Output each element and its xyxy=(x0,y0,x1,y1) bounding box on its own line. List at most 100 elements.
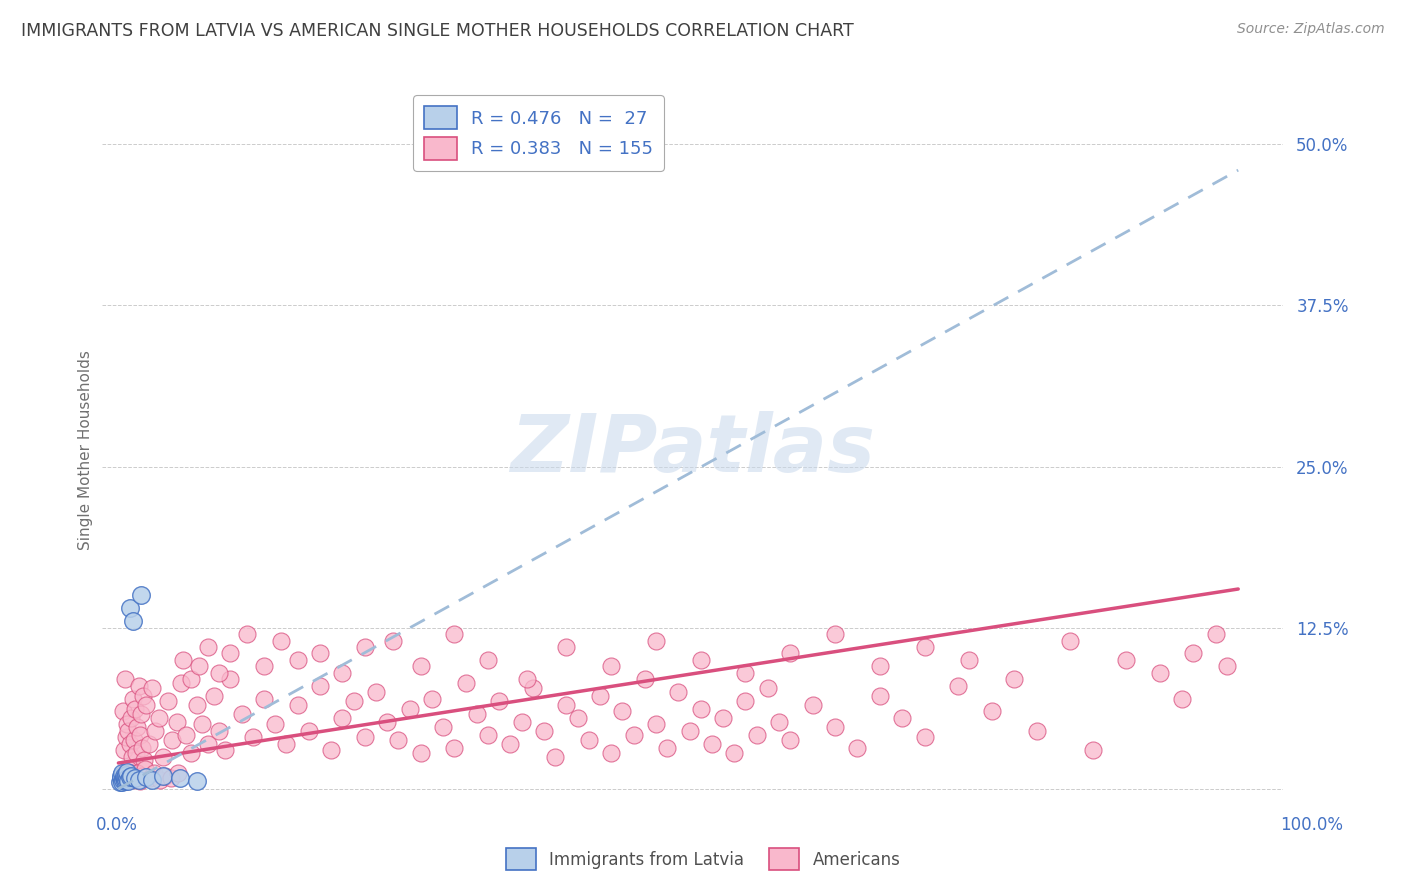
Point xyxy=(756,681,779,696)
Point xyxy=(152,749,174,764)
Point xyxy=(112,766,135,780)
Point xyxy=(689,653,711,667)
Point xyxy=(779,647,801,661)
Point xyxy=(197,640,219,654)
Point xyxy=(160,772,183,786)
Point xyxy=(117,763,139,777)
Point xyxy=(287,653,309,667)
Point xyxy=(111,772,134,787)
Point xyxy=(623,728,645,742)
Point xyxy=(122,769,145,783)
Point xyxy=(127,766,149,780)
Point xyxy=(959,653,981,667)
Point xyxy=(129,589,152,603)
Point xyxy=(111,705,134,719)
Point xyxy=(112,772,135,786)
Point xyxy=(118,772,141,786)
Point xyxy=(1059,633,1081,648)
Point xyxy=(120,769,142,783)
Point xyxy=(409,746,432,760)
Point xyxy=(914,730,936,744)
Point xyxy=(122,691,145,706)
Point xyxy=(768,714,790,729)
Point xyxy=(128,772,150,787)
Point xyxy=(432,720,454,734)
Point xyxy=(174,728,197,742)
Point xyxy=(118,601,141,615)
Point xyxy=(141,681,163,696)
Point xyxy=(124,772,146,786)
Point xyxy=(115,772,138,787)
Point xyxy=(170,676,193,690)
Point xyxy=(118,737,141,751)
Point xyxy=(477,728,499,742)
Point xyxy=(197,737,219,751)
Point xyxy=(134,763,156,777)
Point xyxy=(666,685,689,699)
Point xyxy=(634,672,657,686)
Point xyxy=(122,614,145,628)
Point xyxy=(711,711,734,725)
Point xyxy=(353,730,375,744)
Point xyxy=(1002,672,1025,686)
Point xyxy=(544,749,567,764)
Point xyxy=(143,766,166,780)
Point xyxy=(110,772,132,786)
Point xyxy=(152,769,174,783)
Point xyxy=(253,691,276,706)
Point xyxy=(1081,743,1104,757)
Point xyxy=(801,698,824,712)
Point xyxy=(134,753,156,767)
Point xyxy=(264,717,287,731)
Point xyxy=(131,740,153,755)
Point xyxy=(148,711,170,725)
Point xyxy=(112,743,135,757)
Point xyxy=(914,640,936,654)
Point xyxy=(180,672,202,686)
Point xyxy=(454,676,477,690)
Point xyxy=(645,717,668,731)
Point xyxy=(128,774,150,789)
Point xyxy=(655,740,678,755)
Point xyxy=(443,627,465,641)
Point xyxy=(117,769,139,783)
Point xyxy=(276,737,298,751)
Point xyxy=(723,746,745,760)
Point xyxy=(309,647,332,661)
Point xyxy=(132,689,155,703)
Point xyxy=(477,653,499,667)
Point xyxy=(236,627,259,641)
Point xyxy=(135,770,157,784)
Point xyxy=(869,659,891,673)
Point xyxy=(111,766,134,780)
Point xyxy=(169,772,191,786)
Point xyxy=(1205,627,1227,641)
Point xyxy=(115,730,138,744)
Point xyxy=(745,728,768,742)
Point xyxy=(110,769,132,783)
Point xyxy=(734,694,756,708)
Point xyxy=(155,769,177,783)
Point xyxy=(166,766,188,780)
Point xyxy=(129,706,152,721)
Point xyxy=(298,723,321,738)
Point xyxy=(128,679,150,693)
Point xyxy=(612,705,634,719)
Point xyxy=(115,767,138,781)
Point xyxy=(186,774,208,789)
Point xyxy=(522,681,544,696)
Point xyxy=(117,717,139,731)
Point xyxy=(980,705,1002,719)
Y-axis label: Single Mother Households: Single Mother Households xyxy=(79,351,93,550)
Point xyxy=(824,627,846,641)
Point xyxy=(1182,647,1205,661)
Point xyxy=(332,711,354,725)
Point xyxy=(117,765,139,780)
Point xyxy=(208,665,231,680)
Point xyxy=(700,737,723,751)
Point xyxy=(120,711,142,725)
Point xyxy=(114,672,136,686)
Point xyxy=(188,659,211,673)
Point xyxy=(645,633,668,648)
Point xyxy=(499,737,522,751)
